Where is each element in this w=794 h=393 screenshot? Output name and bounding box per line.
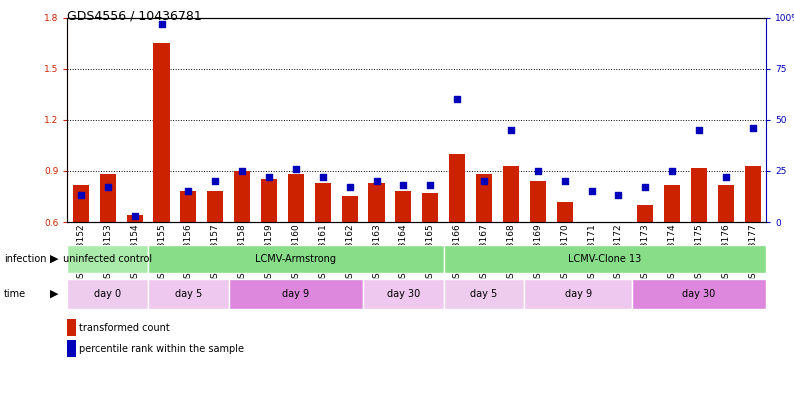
- Bar: [148, 279, 229, 309]
- Bar: [67, 340, 76, 357]
- Point: [478, 178, 491, 184]
- Text: day 30: day 30: [682, 289, 715, 299]
- Point: [370, 178, 383, 184]
- Bar: [73, 185, 89, 222]
- Text: uninfected control: uninfected control: [64, 254, 152, 264]
- Bar: [314, 183, 331, 222]
- Bar: [341, 196, 358, 222]
- Point: [585, 188, 598, 195]
- Text: day 5: day 5: [175, 289, 202, 299]
- Bar: [67, 319, 76, 336]
- Bar: [476, 174, 492, 222]
- Point: [639, 184, 652, 191]
- Text: day 9: day 9: [565, 289, 592, 299]
- Bar: [530, 181, 545, 222]
- Text: day 30: day 30: [387, 289, 420, 299]
- Text: time: time: [4, 289, 26, 299]
- Bar: [422, 193, 438, 222]
- Point: [129, 213, 141, 219]
- Bar: [691, 167, 707, 222]
- Point: [504, 127, 517, 133]
- Point: [397, 182, 410, 188]
- Point: [343, 184, 356, 191]
- Bar: [234, 171, 250, 222]
- Point: [424, 182, 437, 188]
- Point: [236, 168, 249, 174]
- Bar: [261, 180, 277, 222]
- Bar: [67, 245, 148, 273]
- Bar: [288, 174, 304, 222]
- Bar: [100, 174, 116, 222]
- Text: percentile rank within the sample: percentile rank within the sample: [79, 344, 245, 354]
- Text: GDS4556 / 10436781: GDS4556 / 10436781: [67, 10, 202, 23]
- Bar: [557, 202, 572, 222]
- Point: [182, 188, 195, 195]
- Bar: [524, 279, 632, 309]
- Bar: [444, 279, 524, 309]
- Bar: [395, 191, 411, 222]
- Point: [75, 192, 87, 198]
- Text: LCMV-Clone 13: LCMV-Clone 13: [569, 254, 642, 264]
- Text: day 0: day 0: [94, 289, 121, 299]
- Bar: [229, 279, 363, 309]
- Text: day 5: day 5: [470, 289, 498, 299]
- Bar: [153, 43, 170, 222]
- Point: [209, 178, 222, 184]
- Point: [290, 166, 303, 172]
- Point: [102, 184, 114, 191]
- Text: day 9: day 9: [283, 289, 310, 299]
- Bar: [363, 279, 444, 309]
- Bar: [632, 279, 766, 309]
- Bar: [148, 245, 444, 273]
- Text: transformed count: transformed count: [79, 323, 170, 332]
- Text: ▶: ▶: [50, 254, 59, 264]
- Bar: [207, 191, 223, 222]
- Bar: [718, 185, 734, 222]
- Bar: [368, 183, 384, 222]
- Point: [612, 192, 625, 198]
- Text: ▶: ▶: [50, 289, 59, 299]
- Text: infection: infection: [4, 254, 47, 264]
- Point: [746, 125, 759, 131]
- Bar: [67, 279, 148, 309]
- Bar: [180, 191, 196, 222]
- Text: LCMV-Armstrong: LCMV-Armstrong: [256, 254, 337, 264]
- Point: [155, 21, 168, 27]
- Point: [263, 174, 276, 180]
- Bar: [745, 166, 761, 222]
- Point: [666, 168, 679, 174]
- Bar: [126, 215, 143, 222]
- Point: [692, 127, 705, 133]
- Point: [531, 168, 544, 174]
- Bar: [664, 185, 680, 222]
- Bar: [449, 154, 465, 222]
- Point: [719, 174, 732, 180]
- Point: [317, 174, 330, 180]
- Bar: [638, 205, 653, 222]
- Point: [558, 178, 571, 184]
- Point: [451, 96, 464, 103]
- Bar: [444, 245, 766, 273]
- Bar: [503, 166, 519, 222]
